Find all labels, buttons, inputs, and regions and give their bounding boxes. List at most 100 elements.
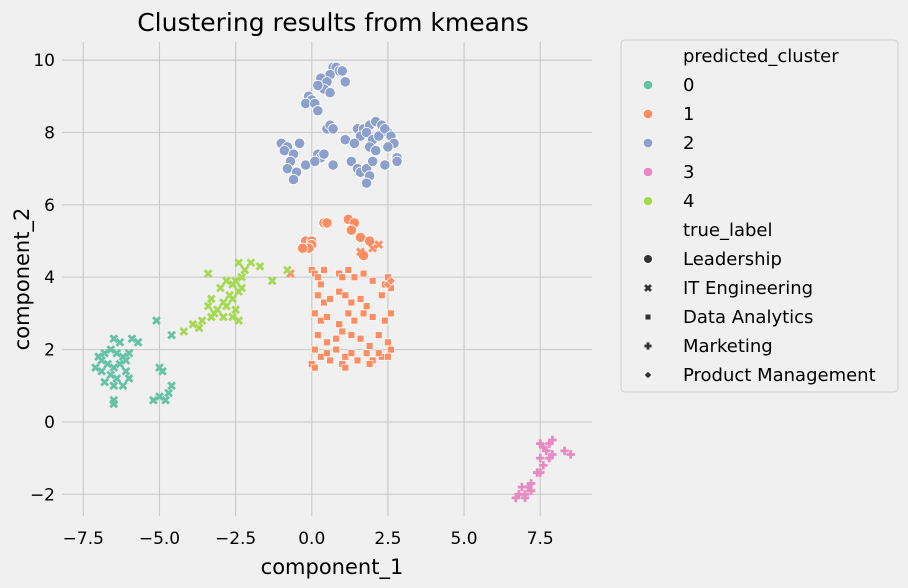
data-point-cluster-4-x xyxy=(203,301,213,311)
data-point-cluster-2-circle xyxy=(327,159,339,171)
data-point-cluster-1-square xyxy=(368,277,377,285)
legend-label-cluster-2: 2 xyxy=(683,133,694,154)
data-point-cluster-0-x xyxy=(100,348,110,358)
data-point-cluster-1-square xyxy=(381,316,389,325)
x-axis-label: component_1 xyxy=(261,555,404,580)
data-point-cluster-1-square xyxy=(320,266,328,274)
data-point-cluster-1-square xyxy=(314,291,322,299)
data-point-cluster-1-square xyxy=(317,280,325,289)
data-point-cluster-1-square xyxy=(365,342,374,350)
data-point-cluster-2-circle xyxy=(327,123,339,135)
data-point-cluster-1-square xyxy=(362,302,371,310)
data-point-cluster-2-circle xyxy=(391,155,403,168)
data-point-cluster-1-square xyxy=(344,266,353,274)
data-point-cluster-0-x xyxy=(167,330,177,340)
data-point-cluster-1-square xyxy=(338,273,346,281)
legend-label-x: IT Engineering xyxy=(683,278,813,299)
data-point-cluster-1-circle xyxy=(297,242,309,254)
data-point-cluster-1-square xyxy=(317,353,325,361)
legend-label-cluster-3: 3 xyxy=(683,162,694,183)
data-point-cluster-0-x xyxy=(97,366,106,376)
data-point-cluster-1-x xyxy=(356,247,365,257)
data-point-cluster-0-x xyxy=(109,334,119,344)
data-point-cluster-3-plus xyxy=(536,453,545,463)
data-point-cluster-1-square xyxy=(365,360,374,368)
data-point-cluster-3-plus xyxy=(560,446,569,456)
data-point-cluster-1-x xyxy=(374,240,384,250)
legend-marker-square xyxy=(644,313,652,321)
data-point-cluster-4-x xyxy=(231,305,241,315)
legend-label-circle: Leadership xyxy=(683,249,782,270)
data-point-cluster-0-x xyxy=(109,381,119,391)
legend-marker-cluster-1 xyxy=(642,108,654,120)
data-point-cluster-2-circle xyxy=(287,173,300,186)
data-point-cluster-0-x xyxy=(106,370,116,380)
data-point-cluster-1-x xyxy=(368,243,378,253)
data-point-cluster-4-x xyxy=(222,276,231,286)
data-point-cluster-4-x xyxy=(206,312,216,322)
data-point-cluster-1-square xyxy=(350,273,359,281)
chart-title: Clustering results from kmeans xyxy=(137,8,529,37)
legend-box xyxy=(620,39,899,393)
data-point-cluster-3-plus xyxy=(545,439,554,448)
data-point-cluster-1-square xyxy=(359,309,368,318)
data-point-cluster-1-square xyxy=(387,345,395,354)
legend-marker-x xyxy=(644,284,652,292)
data-point-cluster-3-plus xyxy=(566,450,575,459)
data-point-cluster-3-plus xyxy=(520,493,530,503)
data-point-cluster-2-circle xyxy=(345,155,357,168)
data-point-cluster-1-square xyxy=(317,316,325,325)
data-point-cluster-1-square xyxy=(311,309,319,318)
data-point-cluster-1-square xyxy=(341,363,349,372)
y-tick-label: 4 xyxy=(44,268,55,288)
data-point-cluster-2-circle xyxy=(312,79,324,92)
data-point-cluster-1-square xyxy=(314,273,322,281)
data-point-cluster-1-square xyxy=(332,335,340,343)
data-point-cluster-1-square xyxy=(384,338,392,347)
data-point-cluster-0-x xyxy=(133,337,143,347)
data-point-cluster-0-x xyxy=(115,337,125,347)
data-point-cluster-1-square xyxy=(323,338,331,347)
data-point-cluster-2-circle xyxy=(360,177,373,189)
data-point-cluster-1-square xyxy=(344,309,353,318)
y-tick-label: 2 xyxy=(44,341,55,361)
data-point-cluster-4-x xyxy=(267,276,277,286)
data-point-cluster-2-circle xyxy=(336,65,348,77)
data-point-cluster-4-x xyxy=(216,283,225,293)
data-point-cluster-1-square xyxy=(338,327,346,336)
data-point-cluster-1-square xyxy=(323,349,331,357)
data-point-cluster-1-square xyxy=(347,331,356,339)
data-point-cluster-1-square xyxy=(387,309,395,318)
legend-style-title: true_label xyxy=(683,220,772,241)
data-point-cluster-1-square xyxy=(314,331,322,339)
data-point-cluster-0-x xyxy=(100,377,110,387)
data-point-cluster-2-circle xyxy=(312,105,324,117)
data-point-cluster-0-x xyxy=(97,356,106,365)
data-point-cluster-4-x xyxy=(179,327,189,336)
data-point-cluster-4-x xyxy=(228,312,237,322)
data-point-cluster-0-x xyxy=(109,363,119,373)
data-point-cluster-4-x xyxy=(228,280,237,289)
data-point-cluster-4-x xyxy=(237,283,247,293)
data-point-cluster-2-circle xyxy=(318,148,330,160)
data-point-cluster-0-x xyxy=(121,356,131,365)
legend-label-plus: Marketing xyxy=(683,336,773,357)
data-point-cluster-4-x xyxy=(219,312,228,322)
data-point-cluster-1-square xyxy=(375,349,383,357)
x-tick-label: 5.0 xyxy=(451,529,478,549)
data-point-cluster-1-square xyxy=(341,353,349,361)
data-point-cluster-1-circle xyxy=(321,217,333,229)
data-point-cluster-1-square xyxy=(332,345,340,354)
data-point-cluster-1-square xyxy=(356,295,365,303)
data-point-cluster-1-square xyxy=(323,313,331,321)
data-point-cluster-0-x xyxy=(152,316,161,326)
data-point-cluster-0-x xyxy=(155,392,164,401)
data-point-cluster-0-x xyxy=(121,366,131,376)
plot-area xyxy=(62,42,592,516)
data-point-cluster-0-x xyxy=(109,399,119,409)
data-point-cluster-1-square xyxy=(384,353,392,361)
data-point-cluster-1-square xyxy=(353,356,362,365)
legend-marker-diamond xyxy=(643,370,653,380)
legend-marker-cluster-2 xyxy=(642,137,654,149)
data-point-cluster-1-square xyxy=(341,291,349,299)
